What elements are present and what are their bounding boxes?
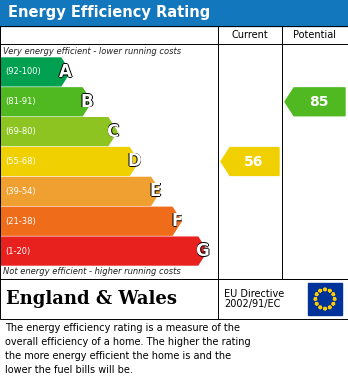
- Text: G: G: [196, 243, 209, 261]
- Text: England & Wales: England & Wales: [6, 290, 177, 308]
- Text: (55-68): (55-68): [5, 157, 36, 166]
- Polygon shape: [332, 302, 335, 306]
- Text: C: C: [106, 123, 119, 141]
- Text: D: D: [127, 153, 141, 171]
- Bar: [0, 0, 348, 26]
- Polygon shape: [315, 293, 318, 296]
- Text: E: E: [150, 182, 162, 200]
- Text: F: F: [171, 212, 182, 230]
- Polygon shape: [315, 302, 318, 306]
- Text: C: C: [106, 122, 119, 140]
- Polygon shape: [1, 118, 117, 145]
- Polygon shape: [1, 178, 160, 205]
- Polygon shape: [285, 88, 345, 116]
- Text: (81-91): (81-91): [5, 97, 35, 106]
- Text: G: G: [196, 242, 210, 260]
- Polygon shape: [332, 293, 335, 296]
- Text: E: E: [150, 182, 161, 200]
- Text: B: B: [80, 92, 93, 110]
- Text: Current: Current: [232, 30, 268, 40]
- Text: A: A: [60, 63, 72, 81]
- Text: G: G: [196, 242, 209, 260]
- Text: (21-38): (21-38): [5, 217, 36, 226]
- Text: A: A: [58, 63, 71, 81]
- Text: C: C: [106, 123, 118, 141]
- Polygon shape: [1, 88, 91, 116]
- Text: 85: 85: [309, 95, 329, 109]
- Text: The energy efficiency rating is a measure of the
overall efficiency of a home. T: The energy efficiency rating is a measur…: [5, 323, 251, 375]
- Text: F: F: [171, 212, 182, 230]
- Text: Very energy efficient - lower running costs: Very energy efficient - lower running co…: [3, 47, 181, 56]
- Text: F: F: [170, 212, 182, 230]
- Text: F: F: [172, 212, 183, 230]
- Text: D: D: [127, 152, 141, 170]
- Text: Energy Efficiency Rating: Energy Efficiency Rating: [8, 5, 210, 20]
- Text: F: F: [171, 213, 182, 231]
- Polygon shape: [333, 298, 336, 301]
- Text: D: D: [126, 152, 140, 170]
- Polygon shape: [318, 306, 322, 309]
- Text: E: E: [150, 182, 161, 200]
- Text: E: E: [149, 182, 160, 200]
- Text: (39-54): (39-54): [5, 187, 35, 196]
- Text: (1-20): (1-20): [5, 247, 30, 256]
- Text: D: D: [127, 152, 141, 170]
- Text: G: G: [196, 241, 209, 259]
- Text: (69-80): (69-80): [5, 127, 36, 136]
- Polygon shape: [323, 307, 327, 310]
- Text: B: B: [80, 93, 93, 111]
- Polygon shape: [1, 147, 139, 176]
- Polygon shape: [314, 298, 317, 301]
- Polygon shape: [1, 58, 70, 86]
- Text: A: A: [59, 64, 72, 82]
- Bar: [308, 283, 342, 315]
- Polygon shape: [1, 237, 207, 265]
- Text: 2002/91/EC: 2002/91/EC: [224, 299, 280, 309]
- Text: E: E: [150, 183, 161, 201]
- Text: A: A: [59, 62, 72, 80]
- Text: D: D: [128, 152, 142, 170]
- Text: C: C: [106, 123, 119, 141]
- Polygon shape: [318, 289, 322, 292]
- Text: C: C: [107, 123, 119, 141]
- Polygon shape: [221, 147, 279, 176]
- Text: Not energy efficient - higher running costs: Not energy efficient - higher running co…: [3, 267, 181, 276]
- Polygon shape: [1, 207, 181, 235]
- Bar: [0, 279, 348, 319]
- Text: (92-100): (92-100): [5, 67, 41, 76]
- Polygon shape: [328, 306, 332, 309]
- Text: A: A: [59, 63, 72, 81]
- Text: 56: 56: [244, 154, 264, 169]
- Text: B: B: [81, 93, 94, 111]
- Text: G: G: [195, 242, 208, 260]
- Text: B: B: [80, 93, 93, 111]
- Polygon shape: [328, 289, 332, 292]
- Text: Potential: Potential: [293, 30, 337, 40]
- Text: B: B: [80, 93, 93, 111]
- Text: EU Directive: EU Directive: [224, 289, 284, 299]
- Polygon shape: [323, 288, 327, 291]
